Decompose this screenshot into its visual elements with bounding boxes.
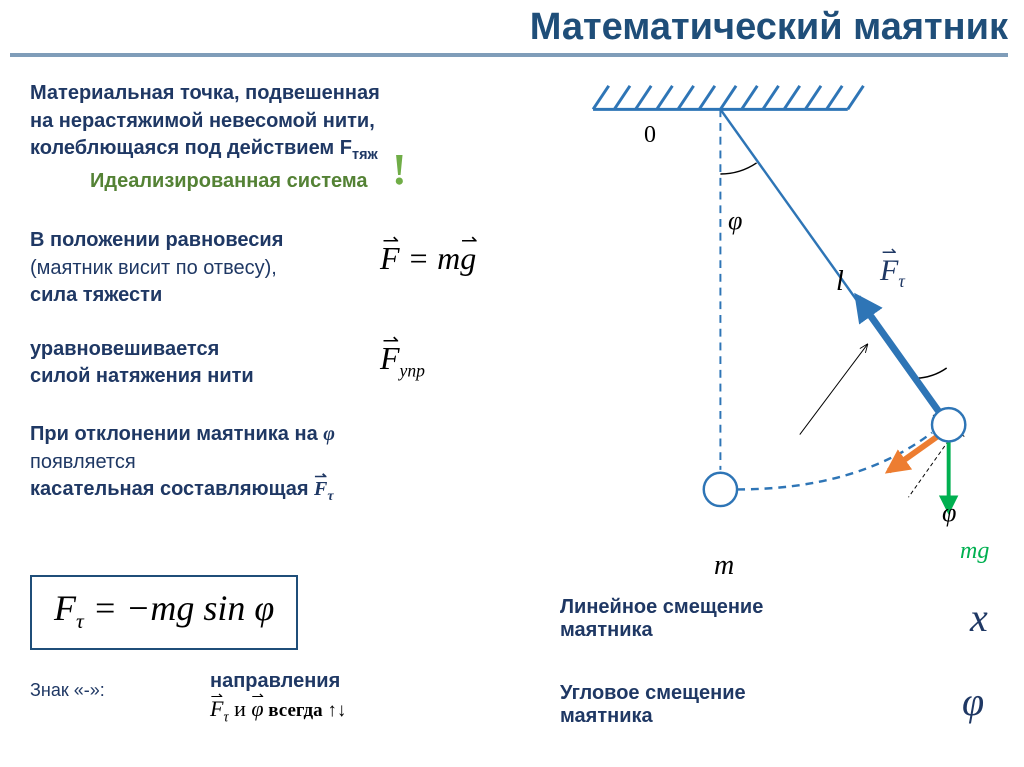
dev-l2: появляется (30, 451, 136, 473)
eq-l2: (маятник висит по отвесу), (30, 257, 277, 279)
page-title: Математический маятник (0, 0, 1024, 53)
vec-arrow1: ⇀ (380, 228, 400, 253)
pendulum-diagram (460, 78, 1020, 558)
lin-l1: Линейное смещение (560, 596, 763, 618)
def-l3-sub: тяж (352, 147, 378, 163)
eqt-sub: упр (400, 360, 425, 380)
fb-tau: τ (76, 609, 84, 633)
lin-l2: маятника (560, 619, 653, 641)
dir-l1: направления (210, 670, 340, 692)
equation-tension: ⇀Fупр (380, 340, 425, 381)
eq-l1: В положении равновесия (30, 229, 283, 251)
ideal-text: Идеализированная система (90, 170, 368, 192)
linear-displacement: Линейное смещение маятника (560, 596, 763, 642)
direction-note-l1: направления (210, 670, 340, 693)
dir-tail: всегда ↑↓ (264, 700, 347, 721)
bal-l2: силой натяжения нити (30, 365, 254, 387)
dev-tau: τ (327, 489, 333, 504)
dev-phi: φ (323, 423, 335, 445)
title-text: Математический маятник (530, 6, 1008, 48)
fb-rest: = −mg sin φ (84, 588, 275, 628)
angular-displacement: Угловое смещение маятника (560, 682, 746, 728)
phi-symbol: φ (962, 678, 984, 725)
formula-box: Fτ = −mg sin φ (30, 575, 298, 650)
eqg-eq: = m (400, 240, 461, 276)
exclamation-icon: ! (392, 144, 407, 195)
dir-and: и (229, 696, 252, 721)
vec-arrow3: ⇀ (380, 328, 400, 353)
dev-l1a: При отклонении маятника на (30, 423, 323, 445)
title-underline (10, 53, 1008, 57)
ang-l2: маятника (560, 705, 653, 727)
dev-l3a: касательная составляющая (30, 478, 314, 500)
direction-note-l2: ⇀Fτ и ⇀φ всегда ↑↓ (210, 696, 346, 726)
def-l3a: колеблющаяся под действием F (30, 137, 352, 159)
fb-F: F (54, 588, 76, 628)
sign-note-text: Знак «-»: (30, 680, 105, 700)
ang-l1: Угловое смещение (560, 682, 746, 704)
sign-note: Знак «-»: (30, 680, 105, 701)
def-l1: Материальная точка, подвешенная (30, 82, 380, 104)
def-l2: на нерастяжимой невесомой нити, (30, 110, 375, 132)
x-symbol: x (970, 594, 988, 641)
bal-l1: уравновешивается (30, 338, 219, 360)
eq-l3: сила тяжести (30, 284, 162, 306)
